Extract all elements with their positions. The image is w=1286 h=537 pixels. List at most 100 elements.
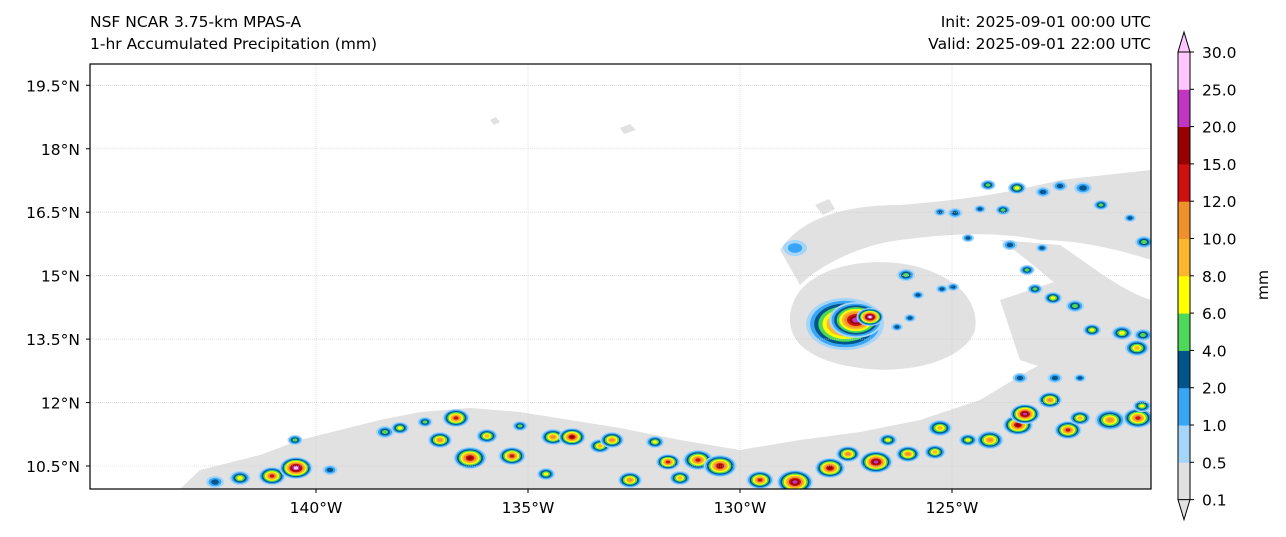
convective-cell — [845, 452, 851, 456]
convective-cell — [627, 478, 633, 482]
convective-cell — [422, 420, 428, 424]
convective-cell — [1000, 208, 1006, 212]
convective-cell — [1127, 216, 1133, 220]
colorbar-segment — [1178, 52, 1190, 90]
convective-cell — [1022, 412, 1028, 416]
convective-cell — [1107, 418, 1113, 422]
light-precip-area — [815, 199, 835, 215]
colorbar-segment — [1178, 387, 1190, 426]
convective-cell — [382, 430, 388, 434]
convective-cell — [1051, 375, 1059, 381]
convective-cell — [484, 434, 490, 438]
convective-cell — [1135, 416, 1141, 420]
convective-cell — [677, 476, 683, 480]
x-tick-label: 140°W — [290, 499, 343, 517]
convective-cell — [873, 460, 879, 464]
y-tick-label: 19.5°N — [26, 77, 80, 95]
colorbar-tick-label: 6.0 — [1202, 305, 1227, 323]
colorbar-segment — [1178, 126, 1190, 165]
convective-cell — [894, 325, 900, 329]
convective-cell — [569, 435, 575, 439]
light-precip-area — [490, 117, 500, 125]
y-tick-label: 18°N — [41, 141, 80, 159]
convective-cell — [1141, 240, 1147, 244]
colorbar-tick-label: 2.0 — [1202, 380, 1227, 398]
colorbar-segment — [1178, 462, 1190, 501]
colorbar-tick-label: 12.0 — [1202, 193, 1237, 211]
plot-area — [180, 117, 1151, 489]
convective-cell — [237, 476, 243, 480]
colorbar-tick-label: 0.1 — [1202, 492, 1227, 510]
field-title: 1-hr Accumulated Precipitation (mm) — [90, 35, 377, 53]
convective-cell — [1079, 185, 1087, 191]
convective-cell — [1077, 416, 1083, 420]
convective-cell — [695, 458, 701, 462]
light-precip-area — [780, 170, 1151, 285]
colorbar-tick-label: 0.5 — [1202, 454, 1227, 472]
colorbar-extend-min — [1177, 499, 1191, 522]
light-precip-area — [1000, 280, 1151, 380]
convective-cell — [1006, 242, 1014, 248]
convective-cell — [915, 293, 921, 297]
convective-cell — [550, 435, 556, 439]
convective-cell — [652, 440, 658, 444]
convective-cell — [965, 438, 971, 442]
colorbar-tick-label: 30.0 — [1202, 44, 1237, 62]
convective-cell — [211, 479, 219, 485]
colorbar-tick-label: 10.0 — [1202, 231, 1237, 249]
convective-cell — [1072, 304, 1078, 308]
convective-cell — [939, 287, 945, 291]
convective-cell — [517, 424, 523, 428]
colorbar-extend-max — [1177, 30, 1191, 53]
convective-cell — [467, 456, 473, 460]
y-tick-label: 13.5°N — [26, 331, 80, 349]
colorbar-segment — [1178, 238, 1190, 277]
convective-cell — [1014, 186, 1020, 190]
convective-cell — [951, 210, 959, 216]
colorbar-segment — [1178, 89, 1190, 128]
convective-cell — [985, 183, 991, 187]
convective-cell — [1039, 189, 1047, 195]
convective-cell — [757, 478, 763, 482]
convective-cell — [543, 472, 549, 476]
convective-cell — [885, 438, 891, 442]
colorbar-segment — [1178, 163, 1190, 202]
convective-cell — [1050, 296, 1056, 300]
convective-cell — [1077, 376, 1083, 380]
convective-cell — [397, 426, 403, 430]
valid-time: Valid: 2025-09-01 22:00 UTC — [928, 35, 1151, 53]
convective-cell — [1119, 331, 1125, 335]
convective-cell — [292, 438, 298, 442]
init-time: Init: 2025-09-01 00:00 UTC — [940, 13, 1151, 31]
x-tick-label: 130°W — [714, 499, 767, 517]
convective-cell — [1065, 428, 1071, 432]
colorbar-segment — [1178, 201, 1190, 239]
convective-cell — [903, 273, 909, 277]
y-tick-label: 16.5°N — [26, 204, 80, 222]
colorbar-tick-label: 8.0 — [1202, 268, 1227, 286]
colorbar-segment — [1178, 425, 1190, 463]
colorbar-segment — [1178, 350, 1190, 389]
convective-cell — [1032, 287, 1038, 291]
convective-cell — [1140, 333, 1146, 337]
convective-cell — [1056, 183, 1064, 189]
convective-cell — [1139, 404, 1145, 408]
convective-cell — [1098, 203, 1104, 207]
convective-cell — [1015, 423, 1021, 427]
colorbar-segment — [1178, 313, 1190, 351]
convective-cell — [509, 454, 515, 458]
colorbar-tick-label: 25.0 — [1202, 81, 1237, 99]
colorbar-label: mm — [1254, 270, 1272, 300]
convective-cell — [1089, 328, 1095, 332]
convective-cell — [1024, 268, 1030, 272]
convective-cell — [453, 416, 459, 420]
colorbar-tick-label: 4.0 — [1202, 342, 1227, 360]
convective-cell — [907, 316, 913, 320]
convective-cell — [977, 207, 983, 211]
x-tick-label: 135°W — [502, 499, 555, 517]
convective-cell — [868, 315, 872, 319]
convective-cell — [1016, 375, 1024, 381]
convective-cell — [787, 243, 803, 253]
light-precip-area — [620, 124, 636, 134]
convective-cell — [792, 480, 798, 484]
